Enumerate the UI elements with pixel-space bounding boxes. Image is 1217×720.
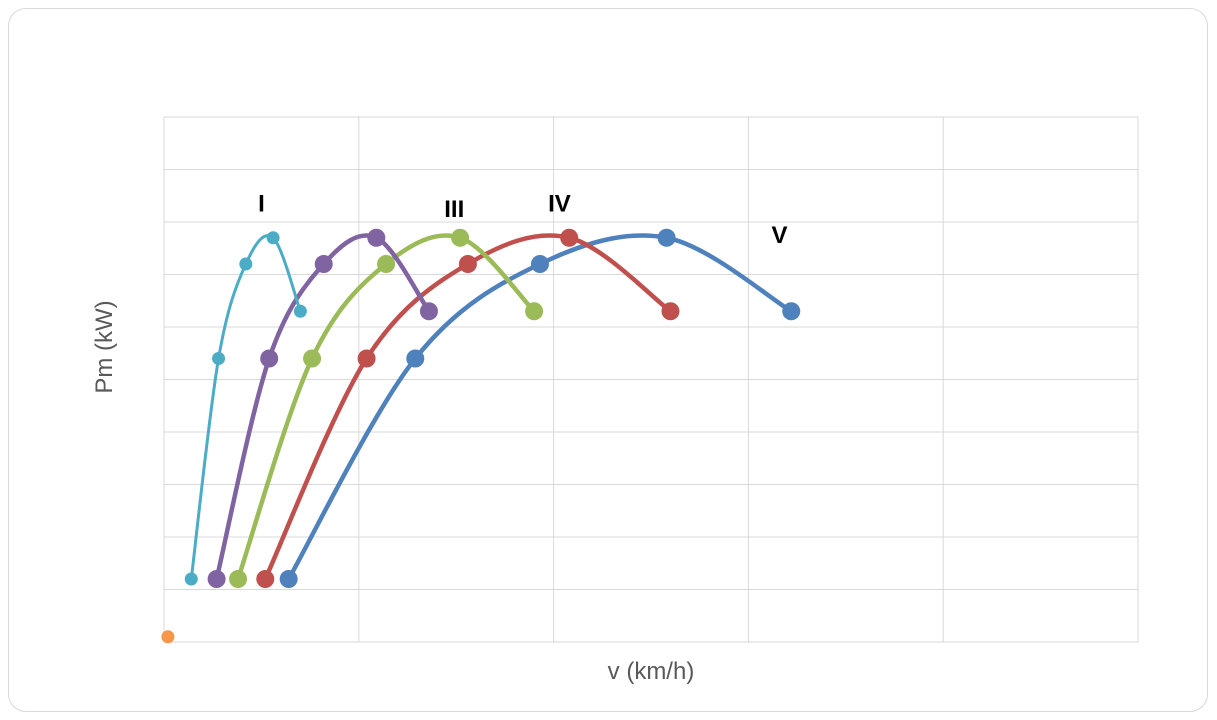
data-point	[458, 255, 477, 273]
series-v	[279, 228, 801, 588]
series-line-v	[286, 233, 794, 582]
data-point	[212, 352, 226, 365]
x-axis-title: v (km/h)	[608, 658, 695, 685]
gear-label: V	[772, 222, 788, 249]
data-point	[207, 570, 226, 588]
data-point	[782, 302, 801, 321]
data-point	[406, 349, 425, 368]
data-point	[377, 255, 396, 273]
series-line-ii	[214, 233, 432, 582]
series-ii	[207, 228, 438, 588]
data-point	[260, 349, 279, 368]
data-point	[184, 572, 198, 586]
data-point	[357, 349, 376, 368]
data-point	[256, 570, 275, 588]
data-point	[279, 570, 298, 588]
gear-label: I	[258, 191, 265, 218]
chart-frame	[8, 8, 1208, 712]
data-point	[314, 255, 333, 273]
data-point	[419, 302, 438, 321]
data-point	[530, 255, 549, 273]
grid	[163, 116, 1139, 643]
y-axis-title: Pm (kW)	[91, 300, 118, 393]
gear-label: IV	[548, 191, 571, 218]
data-point	[657, 228, 676, 247]
data-point	[661, 302, 680, 321]
data-point	[367, 228, 386, 247]
gear-label: III	[444, 196, 464, 223]
series-marker	[161, 630, 175, 644]
data-point	[560, 228, 579, 247]
series-line-iv	[263, 233, 673, 582]
data-point	[229, 570, 248, 588]
series-i	[184, 231, 307, 586]
data-point	[266, 231, 280, 245]
data-point	[451, 228, 470, 247]
data-point	[303, 349, 322, 368]
series-iii	[229, 228, 544, 588]
series-line-i	[189, 234, 302, 581]
series-line-iii	[235, 233, 537, 582]
data-point	[161, 630, 175, 644]
data-point	[293, 304, 307, 318]
annotation-layer: I III IVV	[258, 191, 788, 250]
series-layer	[161, 228, 801, 644]
series-iv	[256, 228, 680, 588]
data-point	[239, 257, 253, 271]
data-point	[525, 302, 544, 321]
